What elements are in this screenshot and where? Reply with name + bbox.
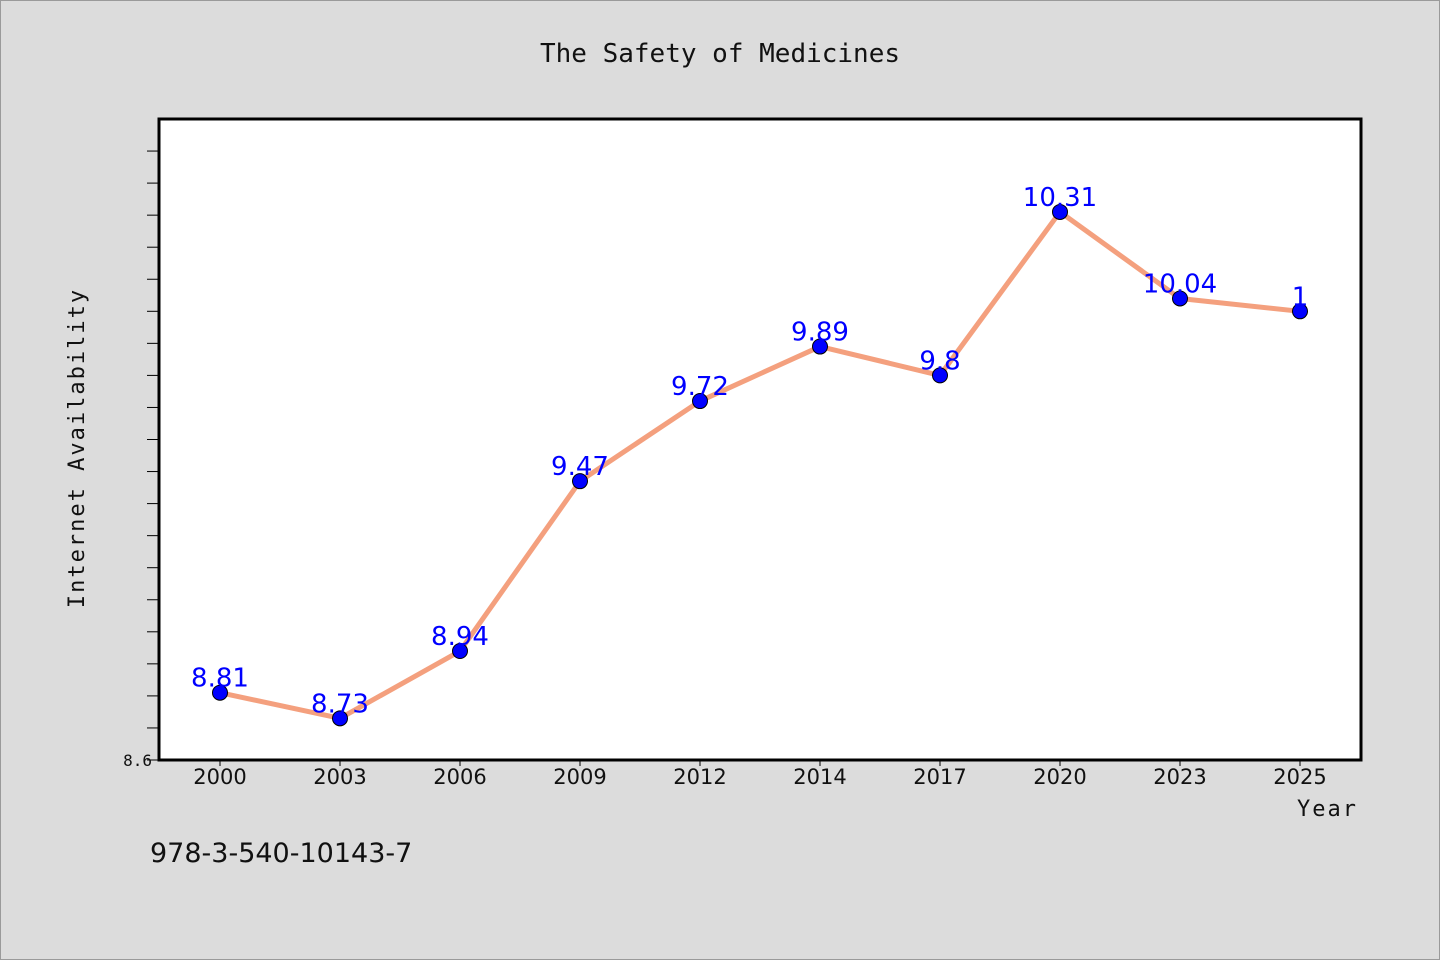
data-point [1292,303,1308,320]
x-tick-label: 2003 [313,765,366,789]
x-tick-label: 2000 [193,765,246,789]
data-point [332,710,348,727]
data-label: 8.81 [191,664,249,694]
x-axis-label: Year [1297,797,1358,822]
data-label: 8.73 [311,689,369,719]
data-point [692,393,708,410]
data-label: 9.47 [551,452,609,482]
data-label: 8.94 [431,622,489,652]
y-axis-ticks [147,150,159,761]
data-label: 10.04 [1143,269,1217,299]
data-label: 1 [1292,282,1309,312]
data-point [572,473,588,490]
y-axis-label: Internet Availability [65,288,90,608]
x-tick-label: 2020 [1033,765,1086,789]
x-tick-label: 2017 [913,765,966,789]
x-tick-label: 2014 [793,765,846,789]
data-label: 9.72 [671,372,729,402]
data-point [1052,203,1068,220]
x-tick-label: 2009 [553,765,606,789]
x-tick-label: 2012 [673,765,726,789]
y-tick-label: 8.6 [123,751,152,770]
data-point [1172,290,1188,307]
series-line [219,209,1301,721]
data-label: 10.31 [1023,183,1097,213]
x-tick-label: 2006 [433,765,486,789]
data-point [212,684,228,701]
x-axis-ticks: 2000 2003 2006 2009 2012 2014 2017 2020 2023 2025 [193,760,1327,789]
data-point [932,367,948,384]
plot-area [157,117,1363,762]
data-label: 9.89 [791,318,849,348]
series-layer: 8.81 8.73 8.94 9.47 9.72 9.89 9.8 10.31 10.04 1 [191,183,1309,727]
x-tick-label: 2023 [1153,765,1206,789]
footer-isbn: 978-3-540-10143-7 [150,838,412,869]
data-label: 9.8 [919,346,960,376]
data-point [812,338,828,355]
chart-title: The Safety of Medicines [540,39,900,69]
x-tick-label: 2025 [1273,765,1326,789]
data-point [452,643,468,660]
